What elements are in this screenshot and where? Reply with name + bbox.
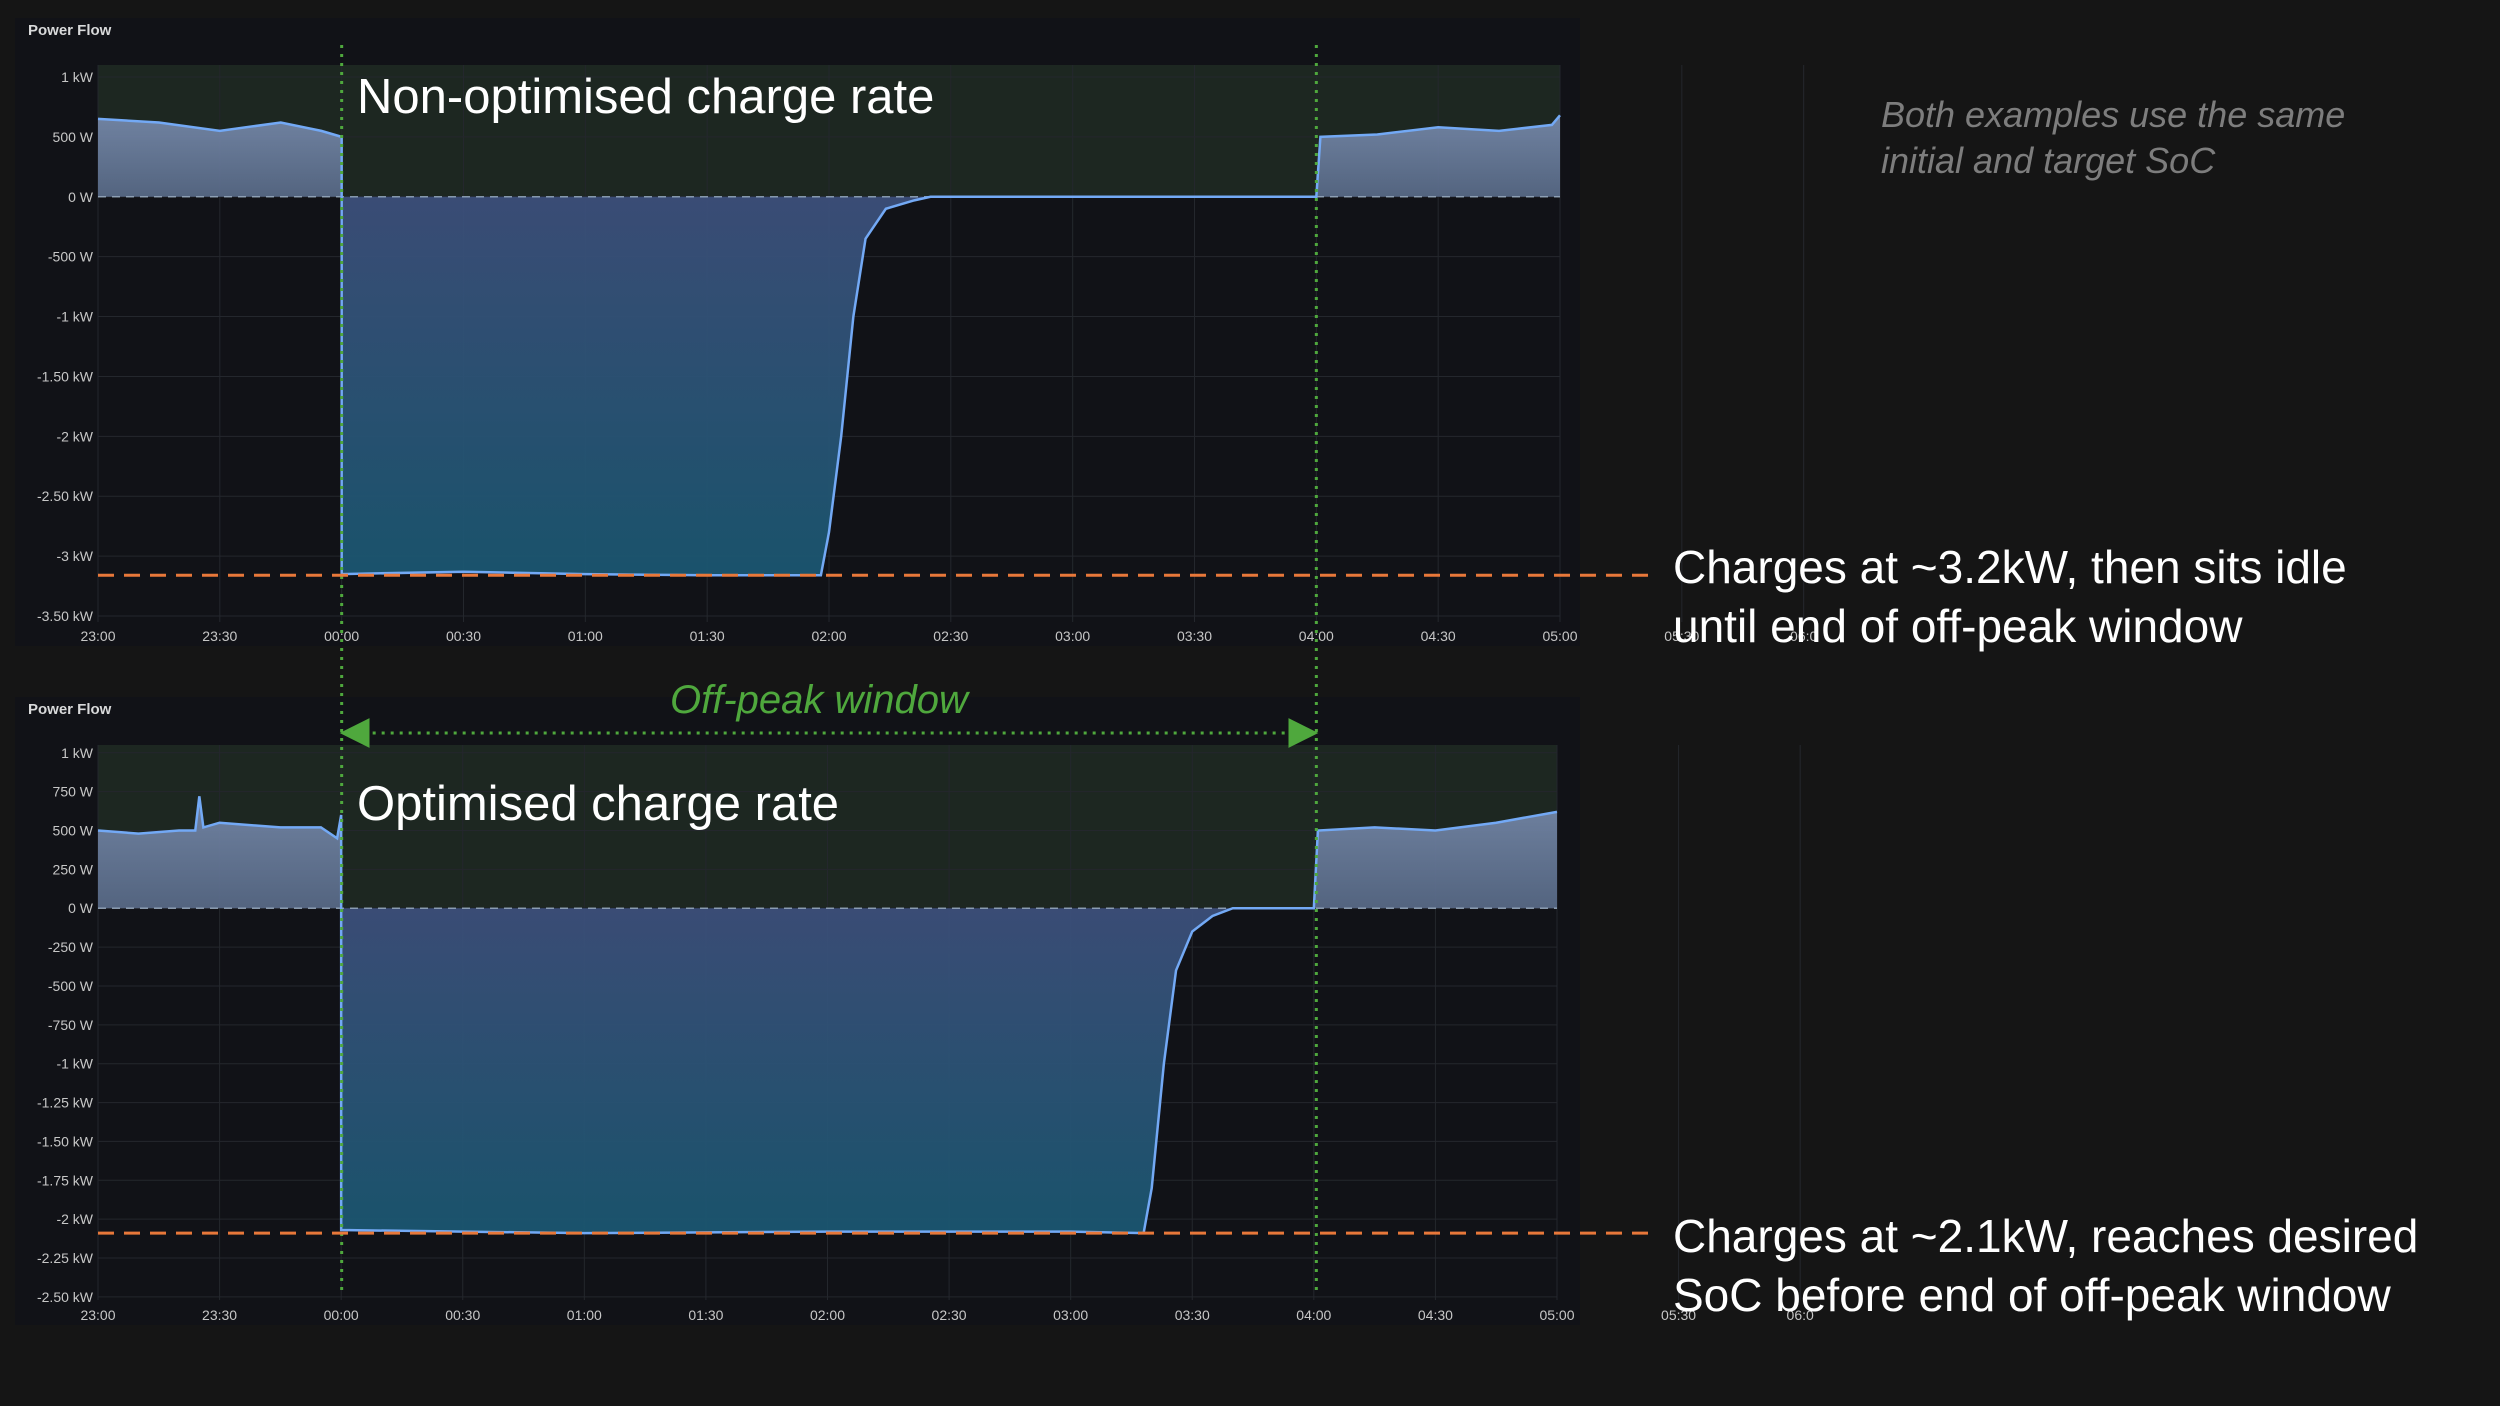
y-tick-label: -1 kW: [56, 1056, 93, 1072]
x-tick-label: 02:00: [811, 628, 846, 644]
panel-title: Power Flow: [28, 701, 112, 718]
x-tick-label: 00:00: [324, 628, 359, 644]
x-tick-label: 23:30: [202, 1307, 237, 1323]
y-tick-label: -1.75 kW: [37, 1172, 94, 1188]
y-tick-label: -1 kW: [56, 309, 93, 325]
x-tick-label: 02:30: [932, 1307, 967, 1323]
x-tick-label: 05:30: [1661, 1307, 1696, 1323]
x-tick-label: 23:00: [80, 1307, 115, 1323]
x-tick-label: 23:30: [202, 628, 237, 644]
x-tick-label: 00:30: [446, 628, 481, 644]
y-tick-label: -2.50 kW: [37, 1289, 94, 1305]
note-line-2: initial and target SoC: [1881, 140, 2216, 181]
callout-2-line-1: Charges at ~2.1kW, reaches desired: [1673, 1210, 2418, 1262]
y-tick-label: 1 kW: [61, 69, 94, 85]
y-tick-label: -1.50 kW: [37, 368, 94, 384]
y-tick-label: 500 W: [53, 823, 94, 839]
x-tick-label: 06:0: [1787, 1307, 1814, 1323]
series-area-negative: [98, 908, 1557, 1234]
x-tick-label: 02:30: [933, 628, 968, 644]
y-tick-label: 500 W: [53, 129, 94, 145]
series-line: [97, 796, 1558, 1235]
y-tick-label: -2.50 kW: [37, 488, 94, 504]
chart-panel-optimised: Power Flow 23:00 23:30 00:00 00:30 01:00 01:3…: [15, 697, 1814, 1325]
x-tick-label: 23:00: [80, 628, 115, 644]
x-tick-label: 02:00: [810, 1307, 845, 1323]
y-tick-label: -3 kW: [56, 548, 93, 564]
x-tick-label: 00:30: [445, 1307, 480, 1323]
x-tick-label: 00:00: [324, 1307, 359, 1323]
callout-1-line-2: until end of off-peak window: [1673, 600, 2243, 652]
series-area-positive: [98, 796, 1557, 909]
x-tick-label: 04:30: [1421, 628, 1456, 644]
y-tick-label: 0 W: [68, 189, 94, 205]
y-tick-label: -500 W: [48, 978, 94, 994]
off-peak-window-label: Off-peak window: [670, 678, 971, 722]
x-tick-label: 03:00: [1053, 1307, 1088, 1323]
x-tick-label: 01:00: [567, 1307, 602, 1323]
callout-1-line-1: Charges at ~3.2kW, then sits idle: [1673, 541, 2347, 593]
x-tick-label: 01:30: [690, 628, 725, 644]
y-tick-label: 0 W: [68, 900, 94, 916]
chart-title: Non-optimised charge rate: [357, 70, 934, 124]
plot-area: 23:00 23:30 00:00 00:30 01:00 01:30 02:00 02:30…: [37, 745, 1814, 1323]
y-tick-label: -1.50 kW: [37, 1133, 94, 1149]
series-area-positive: [98, 115, 1560, 197]
y-tick-label: -500 W: [48, 249, 94, 265]
x-tick-label: 04:00: [1296, 1307, 1331, 1323]
y-tick-label: -2.25 kW: [37, 1250, 94, 1266]
x-tick-label: 03:30: [1175, 1307, 1210, 1323]
x-tick-label: 06:0: [1790, 628, 1817, 644]
y-tick-label: -2 kW: [56, 428, 93, 444]
x-tick-label: 04:30: [1418, 1307, 1453, 1323]
series-line: [97, 114, 1561, 577]
y-tick-label: 1 kW: [61, 745, 94, 761]
panel-title: Power Flow: [28, 22, 112, 39]
y-tick-label: -250 W: [48, 939, 94, 955]
x-tick-label: 01:00: [568, 628, 603, 644]
y-tick-label: -2 kW: [56, 1211, 93, 1227]
x-tick-label: 04:00: [1299, 628, 1334, 644]
off-peak-window-markers: [339, 45, 1319, 1293]
x-tick-label: 05:00: [1542, 628, 1577, 644]
x-tick-label: 01:30: [688, 1307, 723, 1323]
x-tick-label: 03:30: [1177, 628, 1212, 644]
y-tick-label: -1.25 kW: [37, 1095, 94, 1111]
chart-panel-non-optimised: Power Flow 23:00 23:30 00:00 00:30 01:00 01:3…: [15, 18, 1818, 646]
y-tick-label: -750 W: [48, 1017, 94, 1033]
x-tick-label: 03:00: [1055, 628, 1090, 644]
series-area-negative: [98, 196, 1560, 576]
x-tick-label: 05:30: [1664, 628, 1699, 644]
x-tick-label: 05:00: [1539, 1307, 1574, 1323]
y-tick-label: 250 W: [53, 861, 94, 877]
plot-area: 23:00 23:30 00:00 00:30 01:00 01:30 02:00 02:30…: [37, 65, 1818, 644]
callout-2-line-2: SoC before end of off-peak window: [1673, 1269, 2391, 1321]
y-tick-label: -3.50 kW: [37, 608, 94, 624]
note-line-1: Both examples use the same: [1881, 94, 2345, 135]
chart-title: Optimised charge rate: [357, 777, 839, 831]
y-tick-label: 750 W: [53, 784, 94, 800]
